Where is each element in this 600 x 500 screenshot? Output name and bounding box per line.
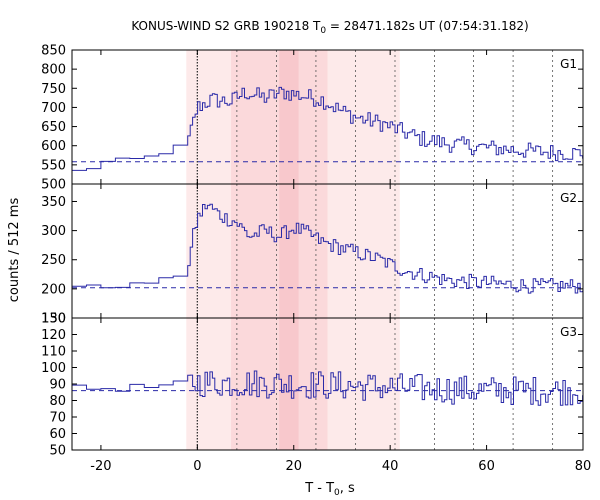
shade-region-dark: [279, 50, 299, 184]
shade-region-dark: [279, 184, 299, 318]
light-curve-g2: [72, 203, 584, 294]
chart-title: KONUS-WIND S2 GRB 190218 T0 = 28471.182s…: [131, 19, 528, 36]
y-tick-label: 50: [49, 444, 66, 459]
panel-g1: 500 550 600 650 700 750 800 850 G1: [41, 44, 584, 193]
x-tick-label: -20: [90, 459, 111, 474]
y-tick-label: 750: [41, 82, 66, 97]
y-tick-label: 550: [41, 158, 66, 173]
y-tick-label: 600: [41, 139, 66, 154]
x-axis-label: T - T0, s: [304, 481, 355, 498]
y-tick-label: 100: [41, 361, 66, 376]
light-curve-g1: [72, 86, 584, 171]
x-tick-label: 60: [478, 459, 495, 474]
panel-label-g2: G2: [560, 191, 577, 205]
y-tick-label: 850: [41, 44, 66, 59]
x-axis-label-rest: , s: [340, 481, 355, 496]
x-tick-label: 0: [193, 459, 201, 474]
chart-title-main: KONUS-WIND S2 GRB 190218 T: [131, 19, 321, 33]
panel-label-g3: G3: [560, 325, 577, 339]
y-tick-label: 650: [41, 120, 66, 135]
y-tick-label: 500: [41, 178, 66, 193]
y-tick-label: 350: [41, 195, 66, 210]
light-curve-g3: [72, 370, 584, 406]
y-tick-label: 70: [49, 411, 66, 426]
panel-label-g1: G1: [560, 57, 577, 71]
y-tick-label: 120: [41, 328, 66, 343]
y-tick-label: 250: [41, 253, 66, 268]
chart-title-rest: = 28471.182s UT (07:54:31.182): [326, 19, 529, 33]
x-tick-label: 80: [575, 459, 592, 474]
x-tick-label: 20: [285, 459, 302, 474]
y-tick-label: 150: [41, 312, 66, 327]
panels-group: 500550600650700750800850G115020025030035…: [41, 44, 591, 475]
y-tick-label: 90: [49, 378, 66, 393]
x-axis-label-sub: 0: [334, 488, 340, 498]
y-tick-label: 130: [41, 312, 66, 327]
y-tick-label: 800: [41, 63, 66, 78]
y-tick-label: 60: [49, 427, 66, 442]
y-tick-label: 700: [41, 101, 66, 116]
x-tick-label: 40: [382, 459, 399, 474]
panel-g2: 150 200 250 300 350 G2: [41, 183, 584, 327]
y-tick-label: 200: [41, 282, 66, 297]
y-axis-label: counts / 512 ms: [7, 198, 22, 303]
y-tick-label: 80: [49, 394, 66, 409]
x-axis-label-main: T - T: [304, 481, 334, 496]
y-tick-label: 110: [41, 345, 66, 360]
chart-title-sub: 0: [320, 26, 326, 36]
y-tick-label: 300: [41, 224, 66, 239]
